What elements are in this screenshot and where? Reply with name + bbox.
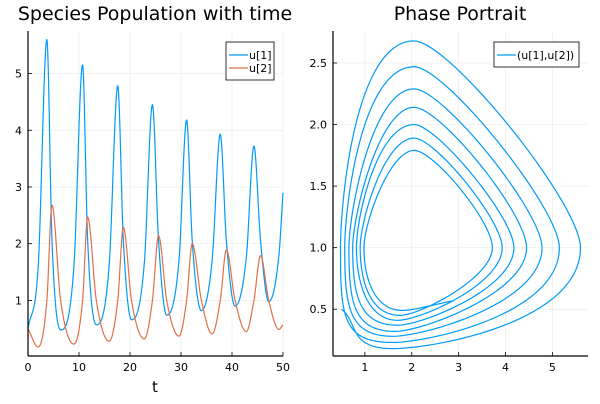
y-tick-label: 2.0	[310, 119, 328, 132]
y-tick-label: 5	[15, 68, 22, 81]
y-tick-label: 3	[15, 181, 22, 194]
x-tick-label: 4	[502, 361, 509, 374]
y-tick-label: 2.5	[310, 57, 328, 70]
legend-label-u1: u[1]	[249, 49, 272, 62]
series-line-u1	[27, 38, 284, 331]
x-axis-label: t	[152, 378, 158, 396]
plot-title: Phase Portrait	[394, 3, 527, 25]
x-tick-label: 30	[174, 361, 188, 374]
time-series-plot: Species Population with time 0 10 20 30 40 50…	[15, 3, 292, 396]
x-tick-label: 5	[549, 361, 556, 374]
phase-trajectory	[339, 40, 582, 350]
y-tick-label: 1.5	[310, 180, 328, 193]
x-tick-label: 1	[361, 361, 368, 374]
plot-title: Species Population with time	[18, 3, 292, 25]
legend-box	[225, 41, 275, 81]
axes: 1 2 3 4 5 0.5 1.0 1.5 2.0 2.5	[310, 31, 588, 374]
legend-label-u2: u[2]	[249, 62, 272, 75]
series-lines	[27, 38, 284, 348]
x-tick-label: 20	[123, 361, 137, 374]
legend: u[1] u[2]	[225, 41, 275, 81]
y-tick-label: 4	[15, 124, 22, 137]
x-tick-label: 10	[72, 361, 86, 374]
y-tick-label: 1	[15, 294, 22, 307]
x-tick-label: 3	[455, 361, 462, 374]
series-lines	[339, 40, 582, 350]
x-tick-label: 0	[25, 361, 32, 374]
legend: (u[1],u[2])	[493, 41, 580, 68]
x-tick-label: 2	[408, 361, 415, 374]
y-tick-label: 0.5	[310, 303, 328, 316]
x-tick-label: 40	[225, 361, 239, 374]
x-tick-label: 50	[276, 361, 290, 374]
y-tick-label: 2	[15, 238, 22, 251]
legend-label-phase: (u[1],u[2])	[517, 49, 574, 62]
series-line-u2	[27, 204, 284, 348]
y-tick-label: 1.0	[310, 242, 328, 255]
phase-portrait-plot: Phase Portrait 1 2 3 4 5 0.5 1.0 1.5 2.0 2.5 (u[1…	[310, 3, 588, 374]
axes: 0 10 20 30 40 50 1 2 3 4 5	[15, 31, 290, 374]
